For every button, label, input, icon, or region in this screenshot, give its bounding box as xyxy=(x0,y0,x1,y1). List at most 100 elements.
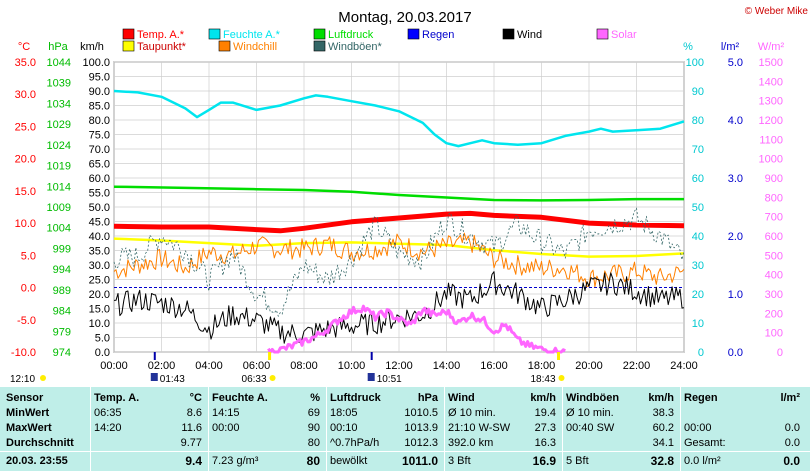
wind-tick-label: 60.0 xyxy=(89,173,110,185)
stats-cell-note: Ø 10 min. xyxy=(566,407,614,419)
solar-tick-label: 800 xyxy=(765,192,783,204)
temp-unit-label: °C xyxy=(18,41,30,53)
temp-tick-label: 30.0 xyxy=(15,89,36,101)
solar-tick-label: 500 xyxy=(765,250,783,262)
stats-cell-note: 7.23 g/m³ xyxy=(212,455,259,467)
x-tick-label: 00:00 xyxy=(100,360,128,372)
stats-column-header: Luftdruck xyxy=(330,392,381,404)
stats-cell-value: 1012.3 xyxy=(404,437,438,449)
wind-tick-label: 95.0 xyxy=(89,72,110,84)
stats-cell-note: 14:20 xyxy=(94,422,122,434)
humidity-unit-label: % xyxy=(683,41,693,53)
stats-cell-note: ^0.7hPa/h xyxy=(330,437,380,449)
legend-swatch xyxy=(218,40,231,52)
stats-cell-value: 8.6 xyxy=(186,407,202,419)
series-line-feuchte-a xyxy=(113,89,685,148)
x-tick-label: 14:00 xyxy=(433,360,461,372)
legend-label: Windböen* xyxy=(328,41,383,53)
legend-swatch xyxy=(208,28,221,40)
humidity-tick-label: 70 xyxy=(692,144,704,156)
solar-tick-label: 0 xyxy=(777,347,783,359)
solar-tick-label: 1500 xyxy=(759,57,783,69)
legend-swatch xyxy=(596,28,609,40)
solar-tick-label: 100 xyxy=(765,328,783,340)
stats-cell-value: 90 xyxy=(307,422,320,434)
stats-column-header: Sensor xyxy=(6,392,44,404)
stats-cell-note: 392.0 km xyxy=(448,437,494,449)
stats-cell-note: 00:40 SW xyxy=(566,422,615,434)
stats-divider xyxy=(680,387,681,471)
solar-tick-label: 700 xyxy=(765,212,783,224)
sunset-icon xyxy=(558,375,565,381)
x-tick-label: 22:00 xyxy=(623,360,651,372)
stats-cell-value: 27.3 xyxy=(534,422,556,434)
humidity-tick-label: 10 xyxy=(692,318,704,330)
stats-divider xyxy=(326,387,327,471)
rain-tick-label: 0.0 xyxy=(728,347,743,359)
solar-tick-label: 1300 xyxy=(759,96,783,108)
pressure-tick-label: 994 xyxy=(53,264,71,276)
pressure-unit-label: hPa xyxy=(48,41,68,53)
solar-tick-label: 400 xyxy=(765,270,783,282)
sunrise-label: 06:33 xyxy=(242,374,267,385)
temp-tick-label: 35.0 xyxy=(15,57,36,69)
temp-tick-label: 25.0 xyxy=(15,121,36,133)
statistics-table: Sensor Temp. A. °C Feuchte A.% Luftdruck hPa W… xyxy=(0,387,810,471)
stats-cell-value: 16.9 xyxy=(532,454,556,468)
stats-cell-note: Ø 10 min. xyxy=(448,407,496,419)
wind-tick-label: 0.0 xyxy=(95,347,110,359)
stats-cell-note: 00:10 xyxy=(330,422,358,434)
rain-tick-label: 3.0 xyxy=(728,173,743,185)
x-tick-label: 16:00 xyxy=(480,360,508,372)
pressure-tick-label: 974 xyxy=(53,347,71,359)
legend-swatch xyxy=(407,28,420,40)
series-line-solar xyxy=(267,304,566,354)
sun-moon-markers: 06:33 18:43 01:43 10:51 12:10 xyxy=(10,352,565,385)
stats-cell-value: 80 xyxy=(306,454,320,468)
solar-tick-label: 200 xyxy=(765,308,783,320)
legend-label: Regen xyxy=(422,29,454,41)
humidity-tick-label: 0 xyxy=(698,347,704,359)
legend-label: Luftdruck xyxy=(328,29,374,41)
weather-chart: Montag, 20.03.2017 © Weber Mike Temp. A.… xyxy=(10,6,808,385)
wind-tick-label: 25.0 xyxy=(89,275,110,287)
humidity-tick-label: 80 xyxy=(692,115,704,127)
pressure-tick-label: 979 xyxy=(53,326,71,338)
moonrise-label: 01:43 xyxy=(160,374,185,385)
stats-column-unit: km/h xyxy=(530,392,556,404)
stats-column-unit: % xyxy=(310,392,320,404)
humidity-tick-label: 40 xyxy=(692,231,704,243)
stats-row-label: 20.03. 23:55 xyxy=(6,455,68,467)
x-tick-label: 08:00 xyxy=(290,360,318,372)
wind-tick-label: 90.0 xyxy=(89,86,110,98)
x-tick-label: 02:00 xyxy=(148,360,176,372)
temp-tick-label: 0.0 xyxy=(21,283,36,295)
series-line-luftdruck xyxy=(113,185,684,202)
rain-tick-label: 5.0 xyxy=(728,57,743,69)
legend-label: Wind xyxy=(517,29,542,41)
wind-tick-label: 75.0 xyxy=(89,130,110,142)
stats-cell-note: 00:00 xyxy=(684,422,712,434)
legend-swatch xyxy=(313,40,326,52)
pressure-tick-label: 1014 xyxy=(47,181,71,193)
wind-tick-label: 85.0 xyxy=(89,101,110,113)
daylength-sun-icon xyxy=(40,375,46,381)
stats-cell-value: 9.77 xyxy=(180,437,202,449)
wind-unit-label: km/h xyxy=(80,41,104,53)
wind-tick-label: 70.0 xyxy=(89,144,110,156)
moonset-icon xyxy=(367,373,375,381)
wind-tick-label: 10.0 xyxy=(89,318,110,330)
pressure-tick-label: 1039 xyxy=(47,78,71,90)
solar-tick-label: 1000 xyxy=(759,154,783,166)
wind-tick-label: 45.0 xyxy=(89,217,110,229)
solar-tick-label: 1200 xyxy=(759,115,783,127)
stats-cell-value: 9.4 xyxy=(185,454,202,468)
pressure-tick-label: 1029 xyxy=(47,119,71,131)
wind-tick-label: 35.0 xyxy=(89,246,110,258)
temp-tick-label: -10.0 xyxy=(11,347,36,359)
stats-column-header: Windböen xyxy=(566,392,620,404)
wind-tick-label: 20.0 xyxy=(89,289,110,301)
stats-row-label: Durchschnitt xyxy=(6,437,74,449)
solar-tick-label: 600 xyxy=(765,231,783,243)
rain-tick-label: 1.0 xyxy=(728,289,743,301)
